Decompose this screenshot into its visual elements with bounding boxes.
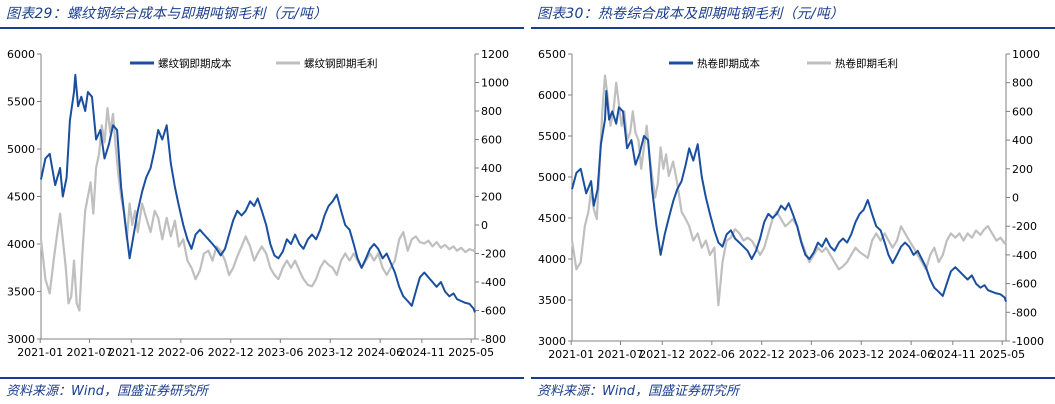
chart-source: 资料来源：Wind，国盛证券研究所: [537, 384, 739, 399]
x-tick-label: 2021-12: [639, 348, 685, 361]
x-tick-label: 2021-01: [548, 348, 594, 361]
series-line-profit: [39, 106, 476, 312]
x-tick-label: 2025-05: [448, 346, 494, 359]
x-tick-label: 2021-07: [598, 348, 644, 361]
y-right-tick-label: 600: [1012, 105, 1033, 118]
y-right-tick-label: 400: [1012, 134, 1033, 147]
y-left-tick-label: 4000: [7, 238, 35, 251]
source-rule: [531, 377, 1055, 379]
y-right-tick-label: 0: [481, 219, 488, 232]
y-right-tick-label: -200: [481, 248, 506, 261]
x-tick-label: 2023-06: [788, 348, 834, 361]
x-tick-label: 2024-11: [930, 348, 976, 361]
x-tick-label: 2022-06: [689, 348, 735, 361]
series-line-profit: [570, 74, 1007, 307]
y-left-tick-label: 5500: [7, 96, 35, 109]
legend-label: 热卷即期成本: [697, 57, 760, 70]
y-right-tick-label: 400: [481, 162, 502, 175]
x-tick-label: 2022-12: [208, 346, 254, 359]
y-right-tick-label: 1000: [1012, 48, 1040, 61]
y-right-tick-label: -600: [1012, 278, 1037, 291]
y-right-tick-label: -600: [481, 305, 506, 318]
y-right-tick-label: -400: [481, 276, 506, 289]
x-tick-label: 2023-12: [307, 346, 353, 359]
x-tick-label: 2023-06: [257, 346, 303, 359]
chart-title: 图表30：热卷综合成本及即期吨钢毛利（元/吨）: [537, 6, 845, 22]
title-rule: [0, 27, 524, 29]
x-tick-label: 2022-06: [158, 346, 204, 359]
series-line-cost: [40, 73, 476, 313]
y-left-tick-label: 4000: [538, 253, 566, 266]
chart-panel-rebar: 图表29：螺纹钢综合成本与即期吨钢毛利（元/吨） 3000 3500 4000 450…: [0, 0, 524, 404]
y-left-tick-label: 6500: [538, 48, 566, 61]
legend-label: 热卷即期毛利: [835, 57, 898, 70]
y-right-tick-label: 200: [481, 191, 502, 204]
x-tick-label: 2021-01: [17, 346, 63, 359]
y-right-tick-label: -1000: [1012, 335, 1044, 348]
y-right-tick-label: 600: [481, 134, 502, 147]
x-tick-label: 2022-12: [739, 348, 785, 361]
y-right-tick-label: 800: [1012, 77, 1033, 90]
chart-title: 图表29：螺纹钢综合成本与即期吨钢毛利（元/吨）: [6, 6, 328, 22]
y-right-tick-label: -800: [1012, 306, 1037, 319]
y-right-tick-label: 200: [1012, 163, 1033, 176]
y-left-tick-label: 4500: [7, 191, 35, 204]
x-tick-label: 2021-12: [108, 346, 154, 359]
y-left-tick-label: 5500: [538, 130, 566, 143]
title-rule: [531, 27, 1055, 29]
y-right-tick-label: -800: [481, 333, 506, 346]
y-right-tick-label: 1000: [481, 77, 509, 90]
y-right-tick-label: -200: [1012, 220, 1037, 233]
y-left-tick-label: 6000: [7, 48, 35, 61]
x-tick-label: 2024-06: [357, 346, 403, 359]
x-tick-label: 2024-11: [399, 346, 445, 359]
x-tick-label: 2023-12: [838, 348, 884, 361]
legend-label: 螺纹钢即期毛利: [304, 57, 378, 70]
x-tick-label: 2025-05: [979, 348, 1025, 361]
y-left-tick-label: 4500: [538, 212, 566, 225]
y-right-tick-label: 800: [481, 105, 502, 118]
hot-rolled-coil-chart: 30003500400045005000550060006500-1000-80…: [538, 48, 1044, 361]
y-left-tick-label: 5000: [7, 143, 35, 156]
y-left-tick-label: 3500: [7, 286, 35, 299]
series-line-cost: [571, 89, 1007, 302]
source-rule: [0, 377, 524, 379]
y-left-tick-label: 6000: [538, 89, 566, 102]
y-right-tick-label: -400: [1012, 249, 1037, 262]
legend-label: 螺纹钢即期成本: [158, 57, 232, 70]
y-left-tick-label: 3000: [7, 333, 35, 346]
chart-source: 资料来源：Wind，国盛证券研究所: [6, 384, 208, 399]
y-left-tick-label: 3000: [538, 335, 566, 348]
x-tick-label: 2024-06: [888, 348, 934, 361]
y-right-tick-label: 0: [1012, 192, 1019, 205]
y-right-tick-label: 1200: [481, 48, 509, 61]
y-left-tick-label: 3500: [538, 294, 566, 307]
rebar-chart: 3000350040004500500055006000-800-600-400…: [7, 48, 509, 359]
x-tick-label: 2021-07: [67, 346, 113, 359]
chart-panel-hot-rolled-coil: 图表30：热卷综合成本及即期吨钢毛利（元/吨） 3000 3500 4000 4500…: [531, 0, 1055, 404]
y-left-tick-label: 5000: [538, 171, 566, 184]
